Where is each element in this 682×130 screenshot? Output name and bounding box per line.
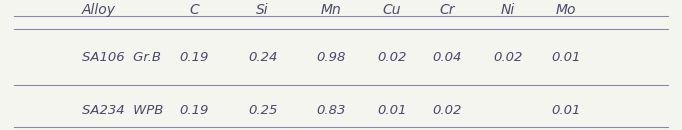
- Text: SA234  WPB: SA234 WPB: [82, 104, 163, 117]
- Text: 0.19: 0.19: [179, 51, 209, 64]
- Text: 0.25: 0.25: [248, 104, 278, 117]
- Text: 0.04: 0.04: [432, 51, 462, 64]
- Text: Si: Si: [256, 3, 269, 17]
- Text: 0.01: 0.01: [551, 51, 581, 64]
- Text: SA106  Gr.B: SA106 Gr.B: [82, 51, 161, 64]
- Text: C: C: [190, 3, 199, 17]
- Text: 0.83: 0.83: [316, 104, 346, 117]
- Text: 0.98: 0.98: [316, 51, 346, 64]
- Text: 0.02: 0.02: [493, 51, 523, 64]
- Text: 0.01: 0.01: [377, 104, 407, 117]
- Text: Ni: Ni: [501, 3, 515, 17]
- Text: Mo: Mo: [556, 3, 576, 17]
- Text: Cr: Cr: [439, 3, 454, 17]
- Text: 0.24: 0.24: [248, 51, 278, 64]
- Text: 0.02: 0.02: [377, 51, 407, 64]
- Text: 0.02: 0.02: [432, 104, 462, 117]
- Text: 0.19: 0.19: [179, 104, 209, 117]
- Text: Alloy: Alloy: [82, 3, 116, 17]
- Text: 0.01: 0.01: [551, 104, 581, 117]
- Text: Cu: Cu: [383, 3, 402, 17]
- Text: Mn: Mn: [321, 3, 341, 17]
